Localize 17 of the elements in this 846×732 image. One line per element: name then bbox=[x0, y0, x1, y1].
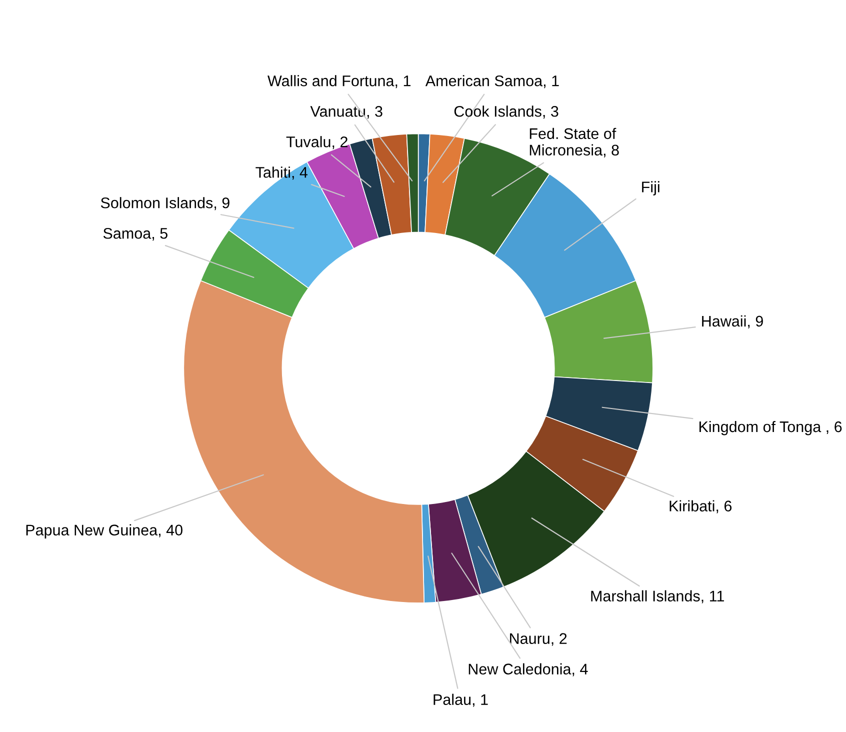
slice-label: Palau, 1 bbox=[434, 694, 488, 707]
slice-label: Fed. State of Micronesia, 8 bbox=[530, 128, 619, 158]
slice-label: Hawaii, 9 bbox=[702, 315, 763, 328]
slice-label: Solomon Islands, 9 bbox=[100, 197, 230, 210]
slice-label: Nauru, 2 bbox=[510, 633, 567, 646]
slice-label: New Caledonia, 4 bbox=[468, 663, 588, 676]
slice-label: Fiji bbox=[642, 181, 660, 196]
slice-label: Wallis and Fortuna, 1 bbox=[268, 75, 410, 88]
slice-label: American Samoa, 1 bbox=[425, 75, 559, 88]
slice-label: Papua New Guinea, 40 bbox=[26, 524, 182, 539]
slice-label: Kiribati, 6 bbox=[670, 500, 732, 514]
slice-label: Marshall Islands, 11 bbox=[591, 590, 724, 604]
slice-label: Tuvalu, 2 bbox=[286, 136, 348, 150]
slice-label: Cook Islands, 3 bbox=[454, 106, 558, 119]
slice-label: Samoa, 5 bbox=[103, 228, 168, 241]
slice-label: Kingdom of Tonga , 6 bbox=[699, 420, 842, 436]
slice-label: Vanuatu, 3 bbox=[310, 106, 382, 119]
